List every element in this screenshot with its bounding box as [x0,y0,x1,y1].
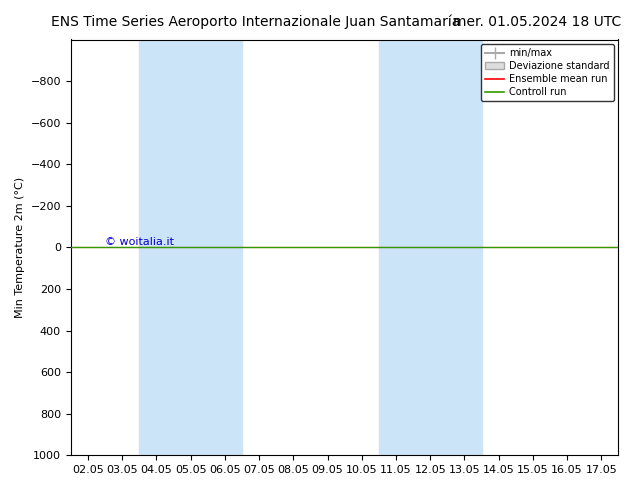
Text: ENS Time Series Aeroporto Internazionale Juan Santamaría: ENS Time Series Aeroporto Internazionale… [51,15,460,29]
Y-axis label: Min Temperature 2m (°C): Min Temperature 2m (°C) [15,177,25,318]
Text: © woitalia.it: © woitalia.it [105,237,174,247]
Text: mer. 01.05.2024 18 UTC: mer. 01.05.2024 18 UTC [453,15,621,29]
Bar [139,40,242,455]
Bar [379,40,482,455]
Legend: min/max, Deviazione standard, Ensemble mean run, Controll run: min/max, Deviazione standard, Ensemble m… [481,45,614,101]
